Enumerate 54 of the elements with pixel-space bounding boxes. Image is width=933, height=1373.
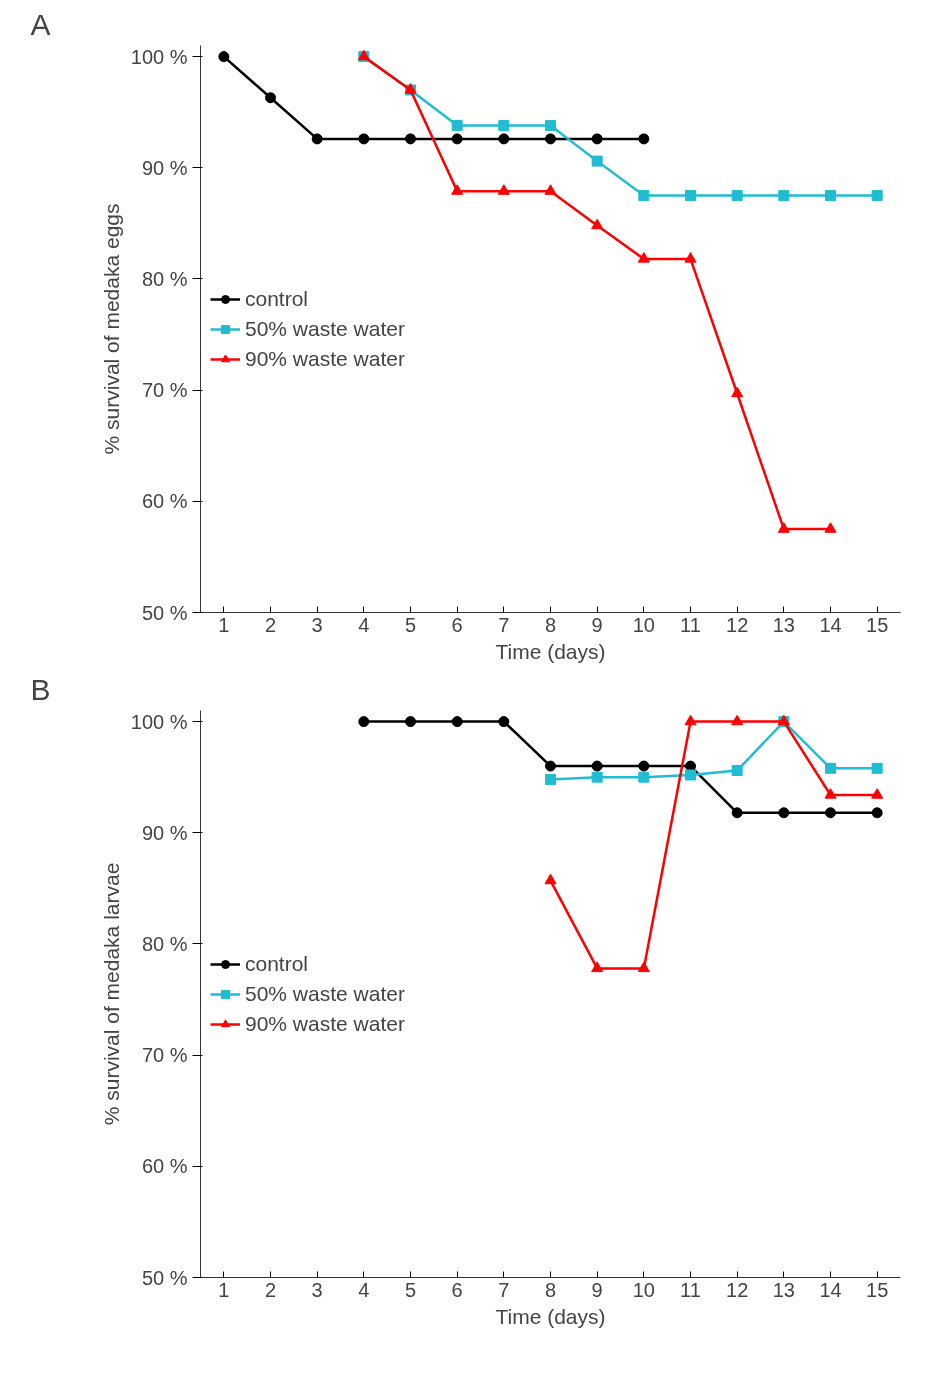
text: A bbox=[30, 7, 51, 41]
x-tick-label: 3 bbox=[311, 1278, 323, 1301]
x-tick-label: 13 bbox=[772, 613, 795, 636]
x-tick-label: 6 bbox=[451, 1278, 463, 1301]
y-tick-label: 100 % bbox=[130, 710, 188, 733]
y-tick-label: 60 % bbox=[141, 490, 188, 513]
y-tick-label: 50 % bbox=[141, 601, 188, 624]
x-tick-label: 3 bbox=[311, 613, 323, 636]
x-tick-label: 8 bbox=[544, 613, 557, 636]
y-tick-label: 80 % bbox=[141, 932, 188, 955]
y-axis-title: % survival of medaka eggs bbox=[99, 203, 123, 455]
x-tick-label: 10 bbox=[632, 613, 655, 636]
x-tick-label: 13 bbox=[772, 1278, 795, 1301]
x-tick-label: 12 bbox=[726, 1278, 749, 1301]
legend-label: control bbox=[245, 951, 309, 976]
legend-label: 50% waste water bbox=[245, 316, 405, 341]
x-tick-label: 11 bbox=[680, 1278, 701, 1301]
y-tick-label: 100 % bbox=[130, 45, 188, 68]
x-tick-label: 15 bbox=[866, 613, 889, 636]
x-tick-label: 4 bbox=[358, 613, 370, 636]
legend-label: 50% waste water bbox=[245, 981, 405, 1006]
x-tick-label: 10 bbox=[632, 1278, 655, 1301]
x-tick-label: 5 bbox=[404, 1278, 417, 1301]
x-tick-label: 5 bbox=[404, 613, 417, 636]
legend-label: 90% waste water bbox=[245, 346, 405, 371]
x-tick-label: 4 bbox=[358, 1278, 370, 1301]
legend-label: 90% waste water bbox=[245, 1011, 405, 1036]
x-tick-label: 6 bbox=[451, 613, 463, 636]
legend-label: control bbox=[245, 286, 309, 311]
x-tick-label: 7 bbox=[498, 613, 510, 636]
text: B bbox=[30, 672, 51, 706]
y-tick-label: 80 % bbox=[141, 267, 188, 290]
x-tick-label: 14 bbox=[819, 1278, 842, 1301]
x-tick-label: 9 bbox=[591, 1278, 603, 1301]
y-tick-label: 90 % bbox=[141, 156, 188, 179]
x-tick-label: 15 bbox=[866, 1278, 889, 1301]
y-tick-label: 70 % bbox=[141, 379, 188, 402]
x-tick-label: 8 bbox=[544, 1278, 557, 1301]
y-tick-label: 70 % bbox=[141, 1044, 188, 1067]
y-tick-label: 50 % bbox=[141, 1266, 188, 1289]
y-tick-label: 60 % bbox=[141, 1155, 188, 1178]
x-tick-label: 14 bbox=[819, 613, 842, 636]
x-tick-label: 7 bbox=[498, 1278, 510, 1301]
y-tick-label: 90 % bbox=[141, 821, 188, 844]
y-axis-title: % survival of medaka larvae bbox=[99, 862, 123, 1126]
x-axis-title: Time (days) bbox=[495, 639, 606, 663]
x-tick-label: 2 bbox=[264, 1278, 277, 1301]
x-tick-label: 12 bbox=[726, 613, 749, 636]
x-tick-label: 1 bbox=[218, 613, 230, 636]
x-tick-label: 9 bbox=[591, 613, 603, 636]
x-tick-label: 2 bbox=[264, 613, 277, 636]
x-axis-title: Time (days) bbox=[495, 1304, 606, 1328]
x-tick-label: 1 bbox=[218, 1278, 230, 1301]
x-tick-label: 11 bbox=[680, 613, 701, 636]
